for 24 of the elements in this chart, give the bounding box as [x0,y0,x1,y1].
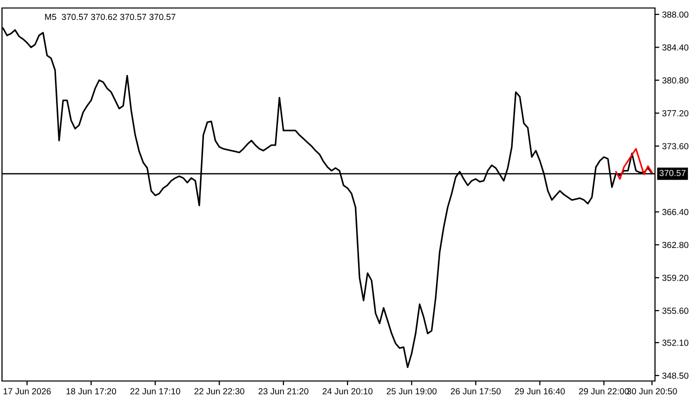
x-tick-label: 18 Jun 17:20 [66,388,116,394]
x-tick-label: 17 Jun 2026 [4,388,51,394]
x-tick-label: 26 Jun 17:50 [450,388,501,394]
y-tick-label: 366.40 [662,208,688,216]
y-tick-label: 377.20 [662,110,688,116]
y-tick-label: 362.80 [662,242,688,248]
y-tick-label: 348.50 [662,372,688,379]
line-series [615,148,653,180]
y-tick-label: 384.40 [662,44,688,51]
x-tick-label: 25 Jun 19:00 [386,388,437,394]
x-tick-label: 23 Jun 21:20 [258,388,308,394]
x-tick-label: 24 Jun 20:10 [322,388,372,394]
y-tick-label: 355.60 [662,308,688,314]
y-tick-label: 352.10 [662,340,688,346]
x-tick-label: 30 Jun 20:50 [627,388,677,394]
ref-line-label: 370.57 [660,170,686,176]
y-tick-label: 380.80 [662,77,688,84]
text: M5 370.57 370.62 370.57 370.57 [45,14,176,20]
x-tick-label: 22 Jun 22:30 [194,388,244,394]
x-tick-label: 29 Jun 16:40 [514,388,565,394]
y-tick-label: 359.20 [662,274,688,281]
x-tick-label: 22 Jun 17:10 [130,388,180,394]
y-tick-label: 388.00 [662,11,688,18]
y-tick-label: 373.60 [662,143,688,150]
